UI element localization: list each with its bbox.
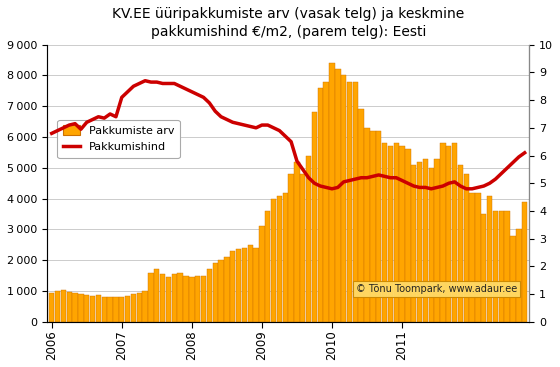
Bar: [458, 165, 463, 322]
Title: KV.EE üüripakkumiste arv (vasak telg) ja keskmine
pakkumishind €/m2, (parem telg: KV.EE üüripakkumiste arv (vasak telg) ja…: [112, 7, 464, 39]
Bar: [318, 88, 323, 322]
Bar: [446, 146, 451, 322]
Bar: [183, 276, 189, 322]
Bar: [172, 274, 177, 322]
Bar: [67, 292, 72, 322]
Bar: [516, 229, 521, 322]
Bar: [253, 248, 259, 322]
Bar: [300, 174, 305, 322]
Bar: [84, 295, 90, 322]
Bar: [142, 291, 148, 322]
Bar: [411, 165, 417, 322]
Bar: [125, 296, 130, 322]
Bar: [324, 81, 329, 322]
Bar: [329, 63, 335, 322]
Bar: [358, 109, 364, 322]
Bar: [487, 196, 492, 322]
Bar: [224, 257, 230, 322]
Bar: [452, 143, 458, 322]
Bar: [90, 296, 95, 322]
Bar: [137, 292, 142, 322]
Bar: [341, 76, 346, 322]
Bar: [481, 214, 487, 322]
Bar: [417, 162, 422, 322]
Bar: [505, 211, 510, 322]
Bar: [248, 245, 253, 322]
Legend: Pakkumiste arv, Pakkumishind: Pakkumiste arv, Pakkumishind: [58, 120, 180, 158]
Bar: [212, 264, 218, 322]
Bar: [493, 211, 498, 322]
Bar: [475, 193, 480, 322]
Bar: [148, 273, 153, 322]
Bar: [207, 269, 212, 322]
Bar: [469, 193, 475, 322]
Bar: [178, 273, 183, 322]
Bar: [78, 294, 83, 322]
Bar: [72, 292, 78, 322]
Bar: [49, 292, 54, 322]
Bar: [230, 251, 235, 322]
Bar: [376, 131, 381, 322]
Bar: [265, 211, 270, 322]
Bar: [370, 131, 376, 322]
Text: © Tõnu Toompark, www.adaur.ee: © Tõnu Toompark, www.adaur.ee: [356, 284, 517, 294]
Bar: [440, 143, 446, 322]
Bar: [236, 250, 241, 322]
Bar: [154, 269, 160, 322]
Bar: [435, 159, 440, 322]
Bar: [423, 159, 428, 322]
Bar: [166, 277, 171, 322]
Bar: [399, 146, 405, 322]
Bar: [510, 236, 516, 322]
Bar: [312, 112, 317, 322]
Bar: [218, 260, 224, 322]
Bar: [294, 162, 300, 322]
Bar: [160, 274, 165, 322]
Bar: [464, 174, 469, 322]
Bar: [283, 193, 288, 322]
Bar: [522, 202, 528, 322]
Bar: [259, 226, 264, 322]
Bar: [277, 196, 282, 322]
Bar: [131, 294, 136, 322]
Bar: [189, 277, 194, 322]
Bar: [242, 248, 247, 322]
Bar: [271, 199, 276, 322]
Bar: [382, 143, 387, 322]
Bar: [306, 156, 311, 322]
Bar: [365, 128, 370, 322]
Bar: [394, 143, 399, 322]
Bar: [101, 297, 107, 322]
Bar: [60, 290, 66, 322]
Bar: [96, 295, 101, 322]
Bar: [108, 297, 113, 322]
Bar: [498, 211, 504, 322]
Bar: [55, 291, 60, 322]
Bar: [335, 69, 340, 322]
Bar: [405, 149, 410, 322]
Bar: [353, 81, 358, 322]
Bar: [347, 81, 352, 322]
Bar: [428, 168, 434, 322]
Bar: [388, 146, 393, 322]
Bar: [119, 297, 124, 322]
Bar: [195, 276, 200, 322]
Bar: [288, 174, 294, 322]
Bar: [201, 276, 206, 322]
Bar: [113, 297, 119, 322]
